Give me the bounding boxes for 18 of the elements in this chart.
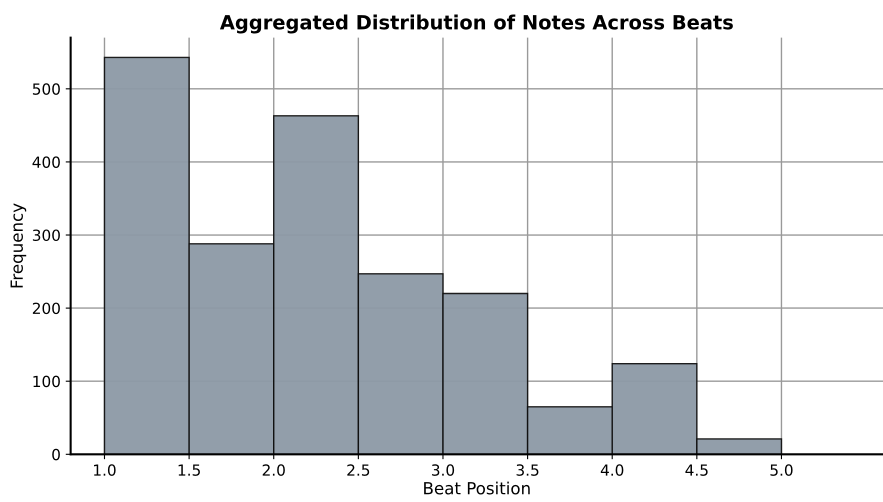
y-tick-label: 0: [52, 448, 60, 460]
y-tick-label: 200: [32, 302, 60, 314]
x-tick-label: 5.0: [770, 464, 793, 476]
x-tick-label: 3.5: [516, 464, 538, 476]
x-tick-label: 2.5: [347, 464, 370, 476]
x-tick-label: 2.0: [262, 464, 285, 476]
chart-title: Aggregated Distribution of Notes Across Beats: [220, 14, 733, 34]
y-tick-label: 500: [32, 83, 60, 95]
y-tick-label: 300: [32, 229, 60, 242]
x-axis-title: Beat Position: [424, 482, 530, 494]
y-tick-label: 400: [32, 156, 60, 168]
y-axis-title: Frequency: [10, 203, 26, 288]
x-tick-label: 3.0: [432, 464, 454, 476]
x-tick-label: 1.5: [178, 464, 200, 476]
x-tick-label: 1.0: [94, 464, 116, 476]
x-tick-label: 4.0: [600, 464, 624, 476]
x-tick-label: 4.5: [685, 464, 708, 476]
y-tick-label: 100: [33, 376, 60, 388]
